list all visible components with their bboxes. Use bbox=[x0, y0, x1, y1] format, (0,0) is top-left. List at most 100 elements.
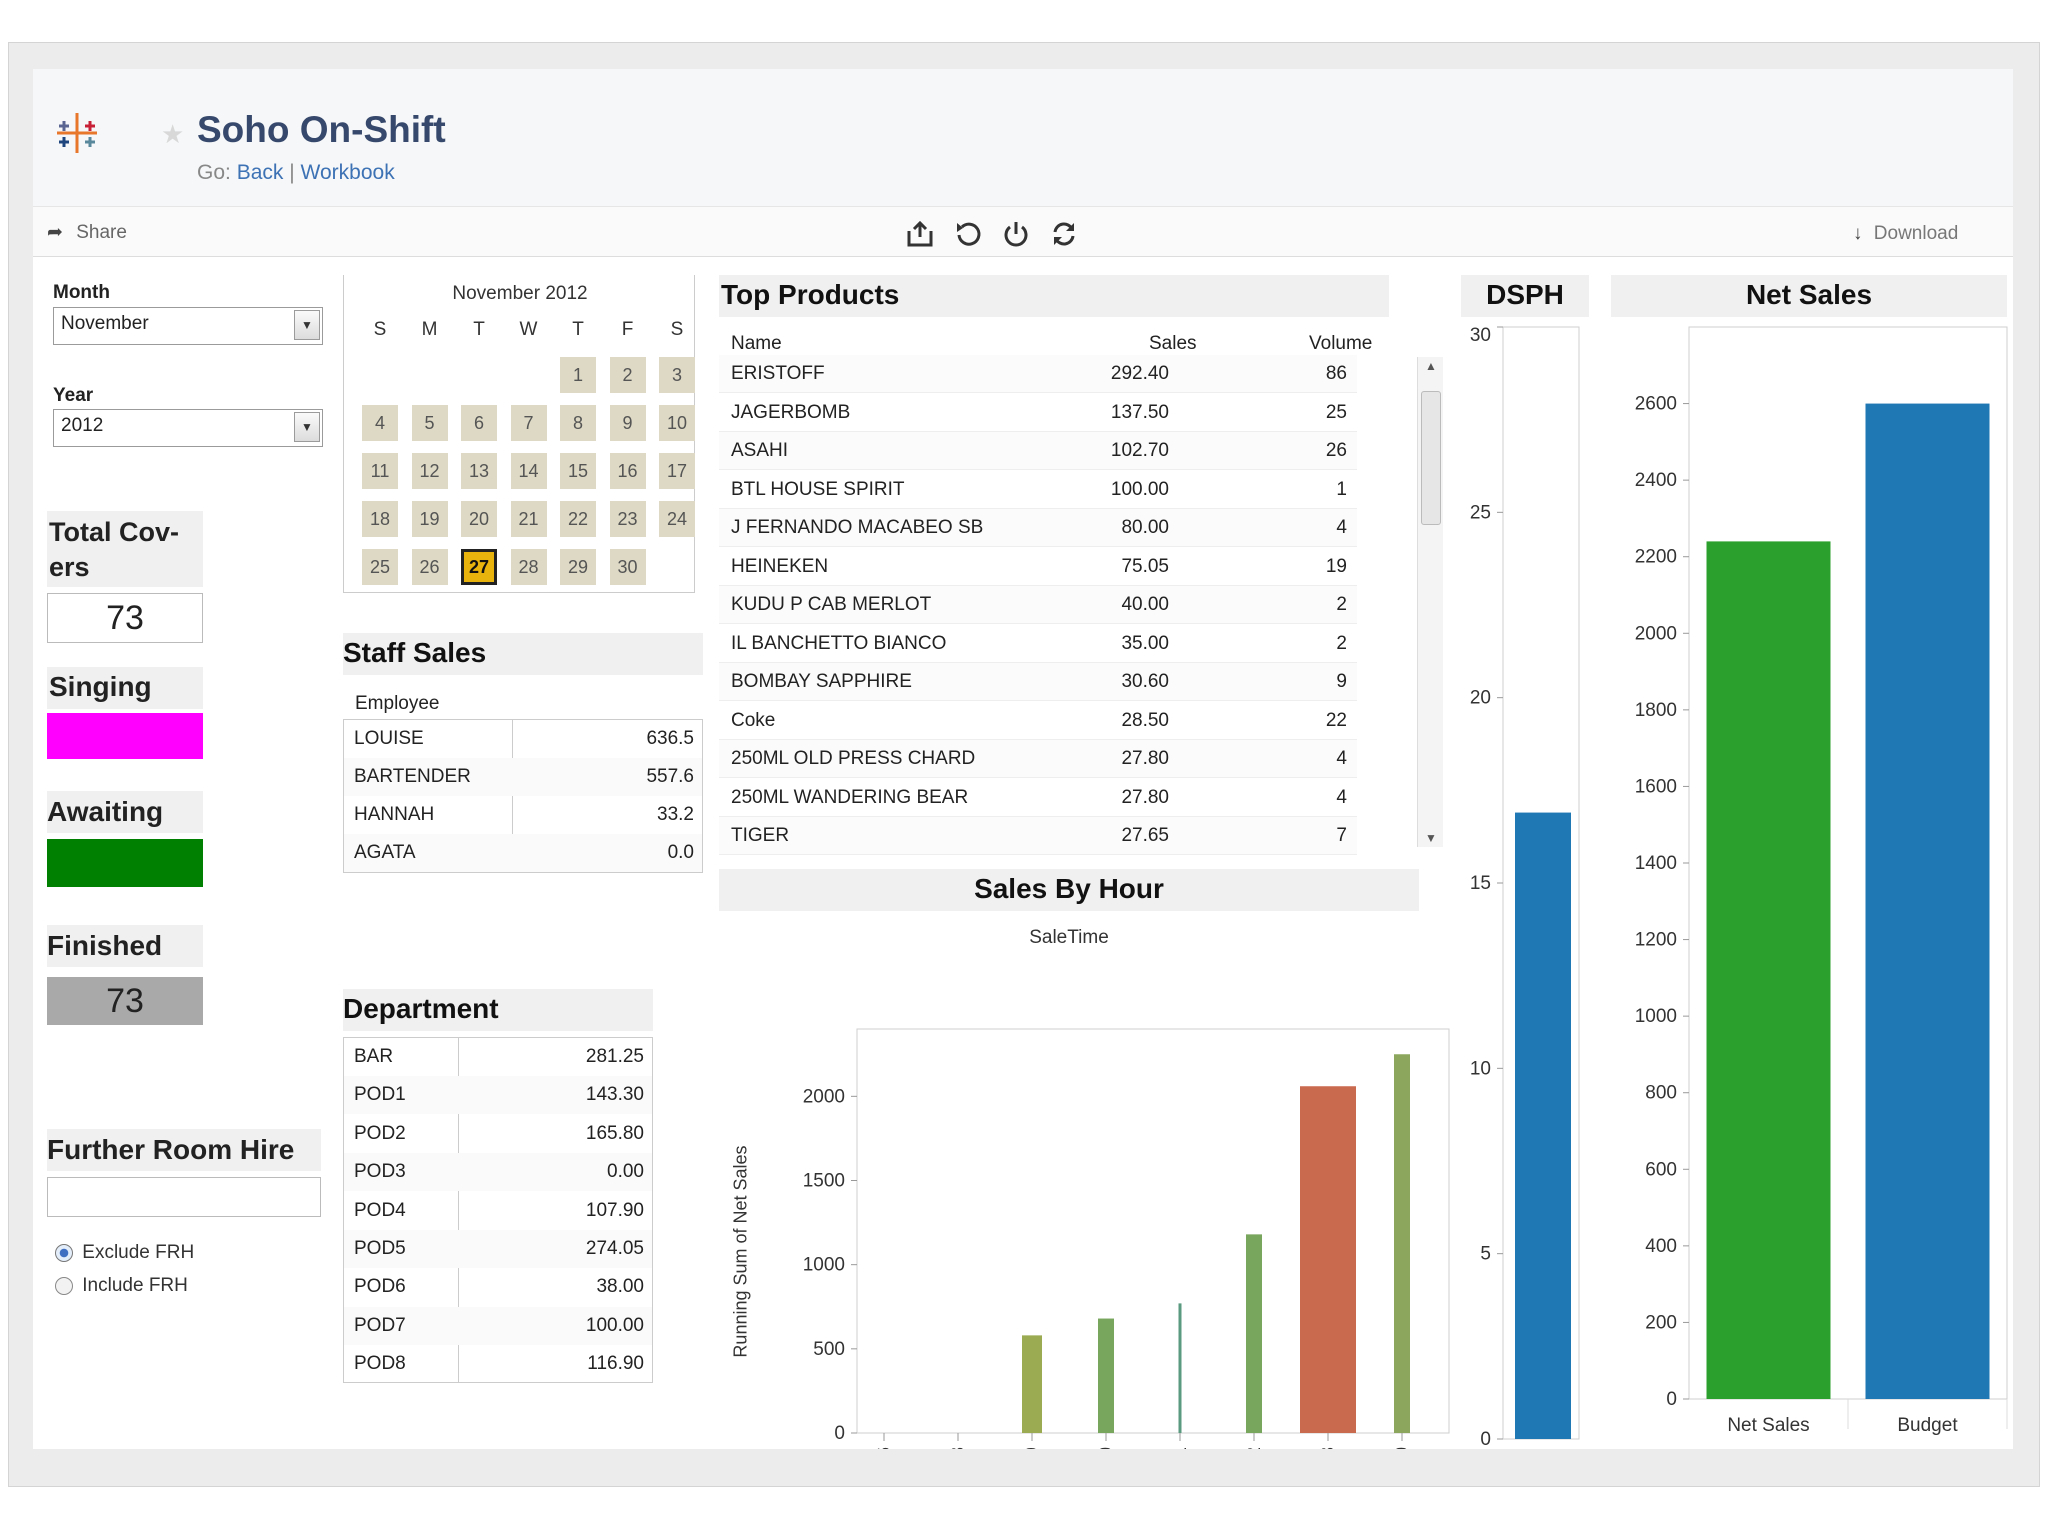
chart-bar[interactable] bbox=[1300, 1086, 1356, 1433]
y-tick-label: 1600 bbox=[1635, 776, 1677, 797]
radio-unchecked-icon[interactable] bbox=[55, 1276, 73, 1295]
calendar-day[interactable]: 26 bbox=[411, 549, 448, 585]
calendar-day[interactable]: 13 bbox=[461, 453, 497, 489]
go-links: Go: Back | Workbook bbox=[197, 161, 395, 185]
calendar-day[interactable]: 8 bbox=[560, 405, 596, 441]
chevron-down-icon[interactable]: ▼ bbox=[294, 310, 320, 340]
table-row[interactable]: BTL HOUSE SPIRIT 100.00 1 bbox=[719, 471, 1357, 509]
table-row[interactable]: POD2 165.80 bbox=[344, 1115, 652, 1153]
table-row[interactable]: POD4 107.90 bbox=[344, 1192, 652, 1230]
table-row[interactable]: AGATA 0.0 bbox=[344, 834, 702, 872]
table-row[interactable]: JAGERBOMB 137.50 25 bbox=[719, 394, 1357, 432]
calendar-day[interactable]: 15 bbox=[560, 453, 596, 489]
table-row[interactable]: 250ML WANDERING BEAR 27.80 4 bbox=[719, 779, 1357, 817]
y-tick-label: 2000 bbox=[803, 1086, 845, 1107]
year-select[interactable]: 2012 ▼ bbox=[53, 409, 323, 447]
products-scrollbar[interactable]: ▲ ▼ bbox=[1417, 357, 1443, 847]
scroll-up-icon[interactable]: ▲ bbox=[1425, 359, 1437, 373]
refresh-icon[interactable] bbox=[1049, 219, 1079, 249]
chart-bar[interactable] bbox=[1178, 1303, 1182, 1433]
calendar-day[interactable]: 11 bbox=[362, 453, 398, 489]
calendar-day[interactable]: 23 bbox=[609, 501, 646, 537]
share-button[interactable]: ➦ Share bbox=[47, 221, 127, 244]
dashboard-frame: ★ Soho On-Shift Go: Back | Workbook ➦ Sh… bbox=[8, 42, 2040, 1487]
table-row[interactable]: POD7 100.00 bbox=[344, 1306, 652, 1345]
exclude-frh-radio[interactable]: Exclude FRH bbox=[55, 1242, 194, 1264]
calendar-day[interactable]: 18 bbox=[362, 501, 398, 537]
table-row[interactable]: POD1 143.30 bbox=[344, 1076, 652, 1115]
calendar-day[interactable]: 3 bbox=[659, 357, 695, 393]
calendar-day[interactable]: 21 bbox=[510, 501, 547, 537]
calendar-day[interactable]: 30 bbox=[609, 549, 646, 585]
chevron-down-icon[interactable]: ▼ bbox=[294, 412, 320, 442]
table-row[interactable]: ERISTOFF 292.40 86 bbox=[719, 355, 1357, 393]
calendar-day[interactable]: 28 bbox=[510, 549, 547, 585]
room-hire-header bbox=[47, 1129, 321, 1171]
table-row[interactable]: POD8 116.90 bbox=[344, 1345, 652, 1383]
name-column-header: Name bbox=[731, 333, 782, 354]
chart-bar[interactable] bbox=[1022, 1335, 1042, 1433]
calendar-day[interactable]: 16 bbox=[609, 453, 646, 489]
scroll-down-icon[interactable]: ▼ bbox=[1425, 831, 1437, 845]
month-select[interactable]: November ▼ bbox=[53, 307, 323, 345]
table-row[interactable]: Coke 28.50 22 bbox=[719, 702, 1357, 740]
net-sales-bar[interactable] bbox=[1706, 541, 1831, 1399]
calendar-day[interactable]: 19 bbox=[411, 501, 448, 537]
back-link[interactable]: Back bbox=[236, 161, 284, 184]
table-row[interactable]: BAR 281.25 bbox=[344, 1038, 652, 1076]
radio-checked-icon[interactable] bbox=[55, 1243, 73, 1262]
table-row[interactable]: POD5 274.05 bbox=[344, 1230, 652, 1268]
chart-bar[interactable] bbox=[1394, 1054, 1410, 1433]
table-row[interactable]: 250ML OLD PRESS CHARD 27.80 4 bbox=[719, 740, 1357, 778]
chart-bar[interactable] bbox=[1246, 1234, 1262, 1433]
pause-updates-icon[interactable] bbox=[1001, 219, 1031, 249]
calendar-day[interactable]: 25 bbox=[362, 549, 398, 585]
product-volume: 26 bbox=[1325, 440, 1347, 461]
calendar-day[interactable]: 5 bbox=[411, 405, 448, 441]
y-tick-label: 500 bbox=[813, 1339, 845, 1360]
product-name: IL BANCHETTO BIANCO bbox=[731, 632, 947, 654]
product-name: 250ML OLD PRESS CHARD bbox=[731, 748, 976, 769]
calendar-day[interactable]: 9 bbox=[609, 405, 646, 441]
export-icon[interactable] bbox=[905, 219, 935, 249]
product-name: KUDU P CAB MERLOT bbox=[731, 594, 932, 615]
calendar-day[interactable]: 27 bbox=[461, 549, 497, 585]
month-value: November bbox=[61, 313, 149, 334]
table-row[interactable]: J FERNANDO MACABEO SB 80.00 4 bbox=[719, 509, 1357, 547]
table-row[interactable]: KUDU P CAB MERLOT 40.00 2 bbox=[719, 586, 1357, 624]
calendar-day[interactable]: 7 bbox=[510, 405, 547, 441]
calendar-day[interactable]: 12 bbox=[411, 453, 448, 489]
scroll-thumb[interactable] bbox=[1421, 391, 1441, 525]
table-row[interactable]: POD6 38.00 bbox=[344, 1268, 652, 1306]
download-button[interactable]: ↓ Download bbox=[1853, 223, 1958, 245]
calendar-day[interactable]: 2 bbox=[609, 357, 646, 393]
room-hire-input[interactable] bbox=[47, 1177, 321, 1217]
table-row[interactable]: BOMBAY SAPPHIRE 30.60 9 bbox=[719, 663, 1357, 701]
table-row[interactable]: HEINEKEN 75.05 19 bbox=[719, 548, 1357, 586]
calendar-day[interactable]: 22 bbox=[560, 501, 596, 537]
workbook-link[interactable]: Workbook bbox=[300, 161, 395, 184]
table-row[interactable]: TIGER 27.65 7 bbox=[719, 817, 1357, 855]
calendar-day[interactable]: 14 bbox=[510, 453, 547, 489]
calendar-day[interactable]: 29 bbox=[560, 549, 596, 585]
calendar-day[interactable]: 20 bbox=[461, 501, 497, 537]
table-row[interactable]: LOUISE 636.5 bbox=[344, 720, 702, 758]
net-sales-bar[interactable] bbox=[1865, 403, 1990, 1399]
favorite-star-icon[interactable]: ★ bbox=[161, 119, 185, 149]
chart-bar[interactable] bbox=[1098, 1318, 1114, 1433]
calendar-day[interactable]: 24 bbox=[659, 501, 695, 537]
include-frh-radio[interactable]: Include FRH bbox=[55, 1275, 188, 1297]
table-row[interactable]: HANNAH 33.2 bbox=[344, 796, 702, 834]
calendar-day[interactable]: 17 bbox=[659, 453, 695, 489]
calendar-day[interactable]: 10 bbox=[659, 405, 695, 441]
table-row[interactable]: ASAHI 102.70 26 bbox=[719, 432, 1357, 470]
undo-icon[interactable] bbox=[953, 219, 983, 249]
table-row[interactable]: POD3 0.00 bbox=[344, 1153, 652, 1192]
calendar-day[interactable]: 6 bbox=[461, 405, 497, 441]
x-category-label: Net Sales bbox=[1727, 1415, 1809, 1436]
table-row[interactable]: BARTENDER 557.6 bbox=[344, 758, 702, 796]
calendar-day[interactable]: 4 bbox=[362, 405, 398, 441]
table-row[interactable]: IL BANCHETTO BIANCO 35.00 2 bbox=[719, 625, 1357, 663]
dsph-bar[interactable] bbox=[1515, 812, 1571, 1439]
calendar-day[interactable]: 1 bbox=[560, 357, 596, 393]
